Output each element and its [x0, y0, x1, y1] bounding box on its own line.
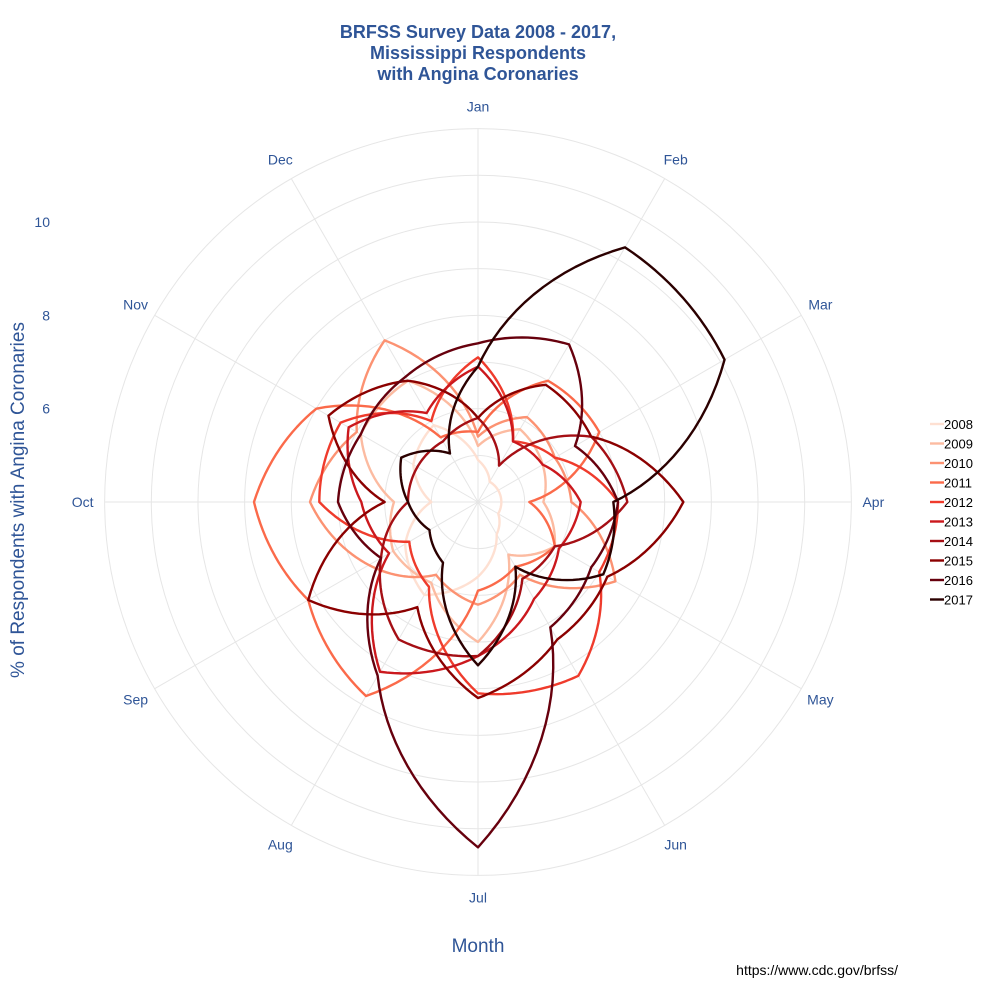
legend-item-2013: 2013 — [930, 515, 973, 530]
month-label-sep: Sep — [123, 692, 148, 708]
series-lines — [252, 246, 726, 849]
y-tick-label-10: 10 — [34, 214, 50, 230]
month-label-jul: Jul — [469, 889, 487, 905]
legend-label-2017: 2017 — [944, 593, 973, 608]
legend: 2008 2009 2010 2011 2012 2013 2014 2015 2016 2017 — [930, 417, 973, 608]
spoke-sep — [154, 501, 479, 690]
series-line-2011 — [252, 379, 601, 698]
x-axis-title: Month — [452, 936, 505, 957]
month-label-mar: Mar — [808, 296, 832, 312]
title-line-1: BRFSS Survey Data 2008 - 2017, — [340, 22, 616, 42]
legend-item-2016: 2016 — [930, 573, 973, 588]
series-line-2012 — [318, 356, 620, 696]
y-tick-label-8: 8 — [42, 307, 50, 323]
source-caption: https://www.cdc.gov/brfss/ — [736, 962, 898, 978]
month-label-jan: Jan — [467, 99, 490, 115]
polar-grid — [104, 128, 852, 876]
legend-item-2015: 2015 — [930, 554, 973, 569]
month-label-aug: Aug — [268, 836, 293, 852]
legend-item-2011: 2011 — [930, 476, 972, 491]
legend-item-2014: 2014 — [930, 534, 973, 549]
legend-label-2010: 2010 — [944, 456, 973, 471]
y-axis-title: % of Respondents with Angina Coronaries — [8, 322, 29, 678]
spoke-aug — [290, 501, 479, 826]
month-labels: Jan Feb Mar Apr May Jun Jul Aug Sep Oct Nov Dec — [72, 99, 885, 906]
legend-item-2010: 2010 — [930, 456, 973, 471]
legend-label-2016: 2016 — [944, 573, 973, 588]
spoke-feb — [477, 178, 666, 503]
title-line-3: with Angina Coronaries — [376, 64, 578, 84]
month-label-feb: Feb — [664, 152, 688, 168]
series-line-2008 — [404, 424, 503, 597]
spoke-mar — [477, 314, 802, 503]
legend-label-2012: 2012 — [944, 495, 973, 510]
series-line-2017 — [399, 246, 726, 667]
month-label-apr: Apr — [862, 494, 884, 510]
legend-label-2009: 2009 — [944, 437, 973, 452]
month-label-nov: Nov — [123, 296, 148, 312]
month-label-may: May — [807, 692, 833, 708]
y-tick-label-6: 6 — [42, 401, 50, 417]
legend-item-2008: 2008 — [930, 417, 973, 432]
legend-item-2017: 2017 — [930, 593, 973, 608]
title-line-2: Mississippi Respondents — [370, 43, 586, 63]
series-line-2015 — [307, 379, 685, 700]
series-line-2010 — [308, 339, 617, 606]
month-label-oct: Oct — [72, 494, 94, 510]
spoke-jun — [477, 501, 666, 826]
month-label-jun: Jun — [664, 836, 687, 852]
legend-label-2015: 2015 — [944, 554, 973, 569]
spoke-may — [477, 501, 802, 690]
legend-item-2012: 2012 — [930, 495, 973, 510]
legend-label-2014: 2014 — [944, 534, 973, 549]
chart-title: BRFSS Survey Data 2008 - 2017, Mississip… — [340, 22, 616, 84]
legend-label-2011: 2011 — [944, 476, 972, 491]
legend-label-2008: 2008 — [944, 417, 973, 432]
month-label-dec: Dec — [268, 152, 293, 168]
series-line-2016 — [336, 336, 620, 849]
legend-item-2009: 2009 — [930, 437, 973, 452]
radial-tick-labels: 6 8 10 — [34, 214, 50, 417]
legend-label-2013: 2013 — [944, 515, 973, 530]
